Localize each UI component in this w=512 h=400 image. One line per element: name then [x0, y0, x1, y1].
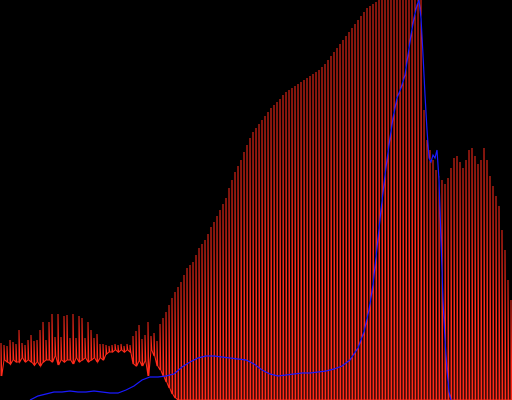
series-1 [29, 0, 452, 400]
series-1-line [29, 0, 452, 400]
